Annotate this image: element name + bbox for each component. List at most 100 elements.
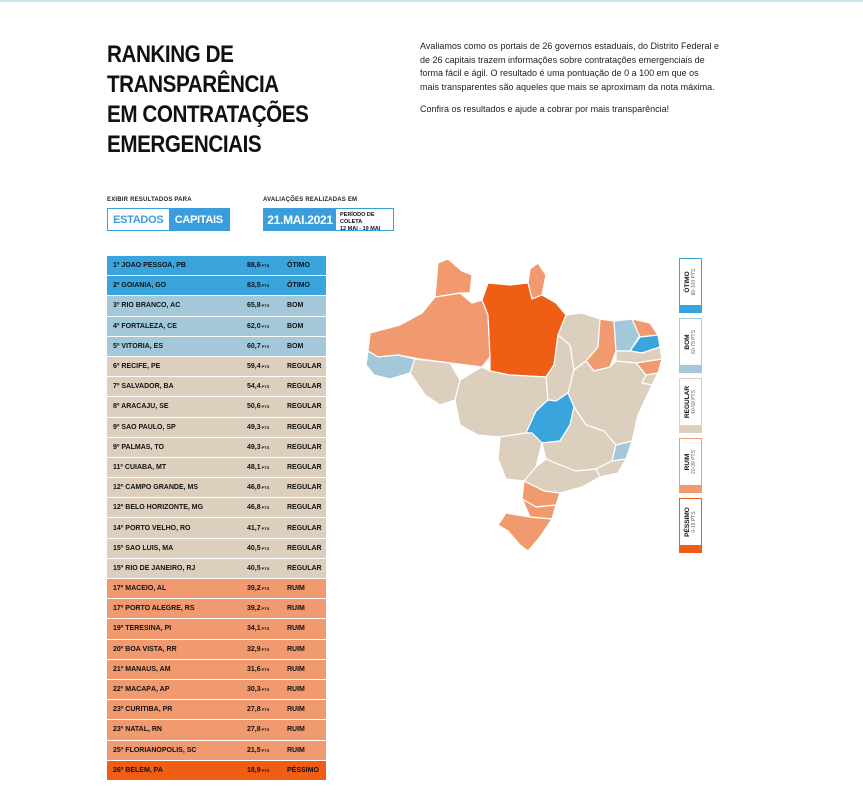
score-value: 39,2	[247, 585, 261, 593]
city-score: 50,6PTS	[247, 403, 287, 410]
brazil-map	[365, 258, 663, 552]
map-state-rr	[434, 258, 473, 298]
legend-label: REGULAR	[683, 385, 691, 419]
score-unit: PTS	[261, 485, 270, 491]
ranking-row: 22º MACAPÁ, AP 30,3PTS RUIM	[107, 679, 326, 700]
evaluation-date-box: 21.MAI.2021 PERÍODO DE COLETA 12 MAI - 1…	[263, 208, 394, 232]
tab-capitais[interactable]: CAPITAIS	[168, 209, 229, 230]
legend-range: 60-79 PTS	[690, 330, 697, 354]
score-unit: PTS	[261, 525, 270, 531]
city-name: 3º RIO BRANCO, AC	[113, 302, 181, 310]
city-name: 23º NATAL, RN	[113, 726, 162, 734]
title-line: RANKING DE	[107, 41, 234, 68]
score-unit: PTS	[261, 283, 270, 289]
city-score: 18,9PTS	[247, 767, 287, 774]
city-name: 7º SALVADOR, BA	[113, 383, 174, 391]
score-unit: PTS	[261, 364, 270, 370]
score-unit: PTS	[261, 323, 270, 329]
show-results-label: EXIBIR RESULTADOS PARA	[107, 197, 192, 203]
city-category: RUIM	[287, 686, 305, 694]
ranking-row: 8º ARACAJU, SE 50,6PTS REGULAR	[107, 397, 326, 417]
city-score: 88,6PTS	[247, 262, 287, 269]
city-score: 83,5PTS	[247, 282, 287, 289]
legend-text: RUIM 20-39 PTS	[684, 450, 698, 474]
city-name: 20º BOA VISTA, RR	[113, 645, 177, 653]
ranking-row: 5º VITÓRIA, ES 60,7PTS BOM	[107, 336, 326, 356]
evaluation-date: 21.MAI.2021	[264, 209, 336, 230]
ranking-row: 12º CAMPO GRANDE, MS 46,8PTS REGULAR	[107, 478, 326, 498]
score-unit: PTS	[261, 707, 270, 713]
city-score: 59,4PTS	[247, 363, 287, 370]
city-score: 48,1PTS	[247, 464, 287, 471]
score-value: 59,4	[247, 363, 261, 371]
city-score: 46,8PTS	[247, 504, 287, 511]
city-score: 60,7PTS	[247, 343, 287, 350]
score-value: 18,9	[247, 766, 261, 774]
city-category: REGULAR	[287, 403, 322, 411]
city-name: 25º FLORIANÓPOLIS, SC	[113, 746, 197, 754]
score-value: 62,0	[247, 322, 261, 330]
city-name: 19º TERESINA, PI	[113, 625, 172, 633]
city-name: 9º PALMAS, TO	[113, 443, 164, 451]
city-category: REGULAR	[287, 504, 322, 512]
ranking-row: 2º GOIÂNIA, GO 83,5PTS ÓTIMO	[107, 276, 326, 296]
title-line: EM CONTRATAÇÕES	[107, 101, 309, 128]
city-score: 46,8PTS	[247, 484, 287, 491]
city-category: RUIM	[287, 746, 305, 754]
intro-text: Avaliamos como os portais de 26 governos…	[420, 40, 720, 126]
score-value: 39,2	[247, 605, 261, 613]
ranking-row: 23º NATAL, RN 27,8PTS RUIM	[107, 720, 326, 740]
score-value: 40,5	[247, 544, 261, 552]
city-name: 11º CUIABÁ, MT	[113, 463, 167, 471]
city-category: REGULAR	[287, 423, 322, 431]
legend-text: PÉSSIMO 0-19 PTS	[684, 507, 698, 537]
city-category: RUIM	[287, 605, 305, 613]
map-state-ro	[409, 358, 461, 406]
legend-item-regular: REGULAR 40-59 PTS	[679, 378, 702, 433]
tab-estados[interactable]: ESTADOS	[108, 209, 169, 230]
city-score: 40,5PTS	[247, 545, 287, 552]
city-name: 6º RECIFE, PE	[113, 363, 161, 371]
ranking-row: 12º BELO HORIZONTE, MG 46,8PTS REGULAR	[107, 498, 326, 518]
score-unit: PTS	[261, 767, 270, 773]
results-toggle: ESTADOS CAPITAIS	[107, 208, 230, 231]
city-category: RUIM	[287, 726, 305, 734]
legend-label: PÉSSIMO	[683, 507, 691, 537]
city-category: REGULAR	[287, 564, 322, 572]
score-unit: PTS	[261, 626, 270, 632]
legend-text: ÓTIMO 80-100 PTS	[684, 269, 698, 296]
score-unit: PTS	[261, 444, 270, 450]
score-value: 21,5	[247, 746, 261, 754]
ranking-row: 15º RIO DE JANEIRO, RJ 40,5PTS REGULAR	[107, 558, 326, 578]
legend-item-otimo: ÓTIMO 80-100 PTS	[679, 258, 702, 313]
city-name: 26º BELÉM, PA	[113, 766, 163, 774]
score-value: 27,8	[247, 706, 261, 714]
score-unit: PTS	[261, 424, 270, 430]
score-unit: PTS	[261, 464, 270, 470]
ranking-row: 17º PORTO ALEGRE, RS 39,2PTS RUIM	[107, 599, 326, 619]
city-category: RUIM	[287, 665, 305, 673]
evaluation-date-label: AVALIAÇÕES REALIZADAS EM	[263, 197, 358, 203]
score-unit: PTS	[261, 505, 270, 511]
ranking-row: 14º PORTO VELHO, RO 41,7PTS REGULAR	[107, 518, 326, 538]
score-value: 32,9	[247, 645, 261, 653]
city-score: 49,3PTS	[247, 424, 287, 431]
ranking-row: 26º BELÉM, PA 18,9PTS PÉSSIMO	[107, 760, 326, 780]
city-category: PÉSSIMO	[287, 766, 319, 774]
score-value: 34,1	[247, 625, 261, 633]
city-category: ÓTIMO	[287, 282, 310, 290]
city-category: REGULAR	[287, 463, 322, 471]
score-value: 49,3	[247, 443, 261, 451]
period-range: 12 MAI - 19 MAI	[340, 226, 381, 232]
legend-label: BOM	[683, 334, 691, 350]
score-unit: PTS	[261, 606, 270, 612]
city-category: BOM	[287, 342, 304, 350]
city-category: RUIM	[287, 645, 305, 653]
city-category: BOM	[287, 302, 304, 310]
legend-item-bom: BOM 60-79 PTS	[679, 318, 702, 373]
score-value: 41,7	[247, 524, 261, 532]
score-value: 50,6	[247, 403, 261, 411]
score-value: 31,6	[247, 665, 261, 673]
top-divider	[0, 0, 863, 2]
score-unit: PTS	[261, 404, 270, 410]
